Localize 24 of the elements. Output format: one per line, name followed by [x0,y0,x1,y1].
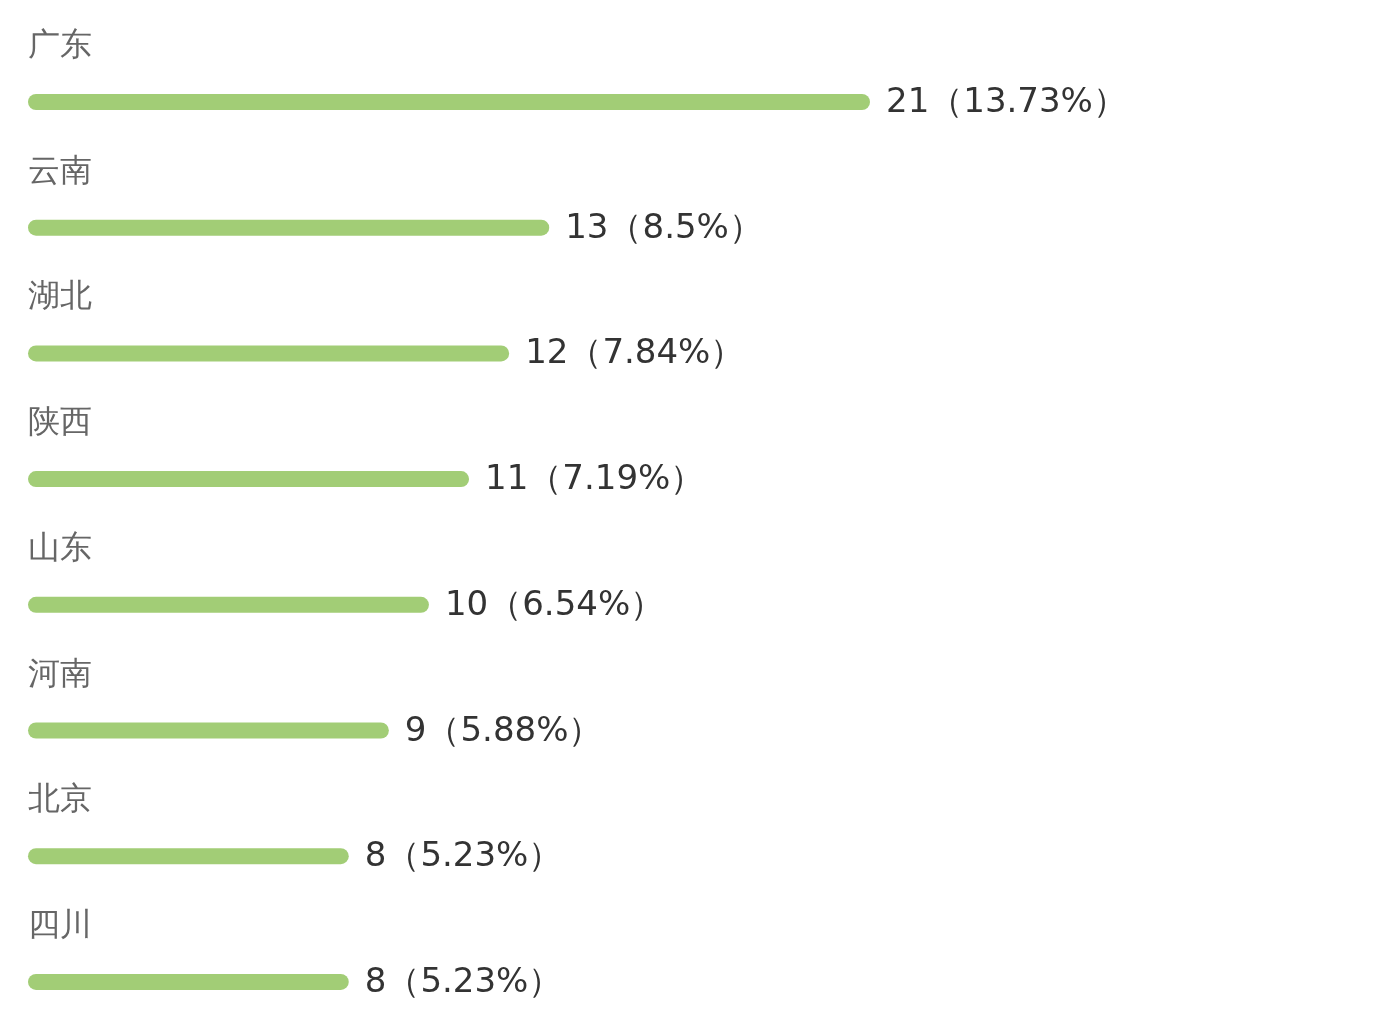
bar [28,596,429,613]
data-label: 11（7.19%） [485,457,705,498]
data-label: 10（6.54%） [444,582,665,623]
y-tick-label: 陕西 [28,402,92,441]
bar [28,471,470,488]
y-tick-label: 四川 [28,904,92,943]
data-label: 9（5.88%） [404,708,603,749]
y-tick-label: 河南 [28,653,92,692]
y-tick-label: 山东 [28,527,92,566]
data-label: 21（13.73%） [886,80,1127,120]
y-tick-label: 广东 [28,25,92,63]
bar [28,722,389,739]
data-label: 12（7.84%） [525,331,745,372]
y-tick-label: 北京 [28,779,92,818]
data-label: 8（5.23%） [364,959,563,1000]
y-tick-label: 云南 [28,150,92,189]
data-label: 13（8.5%） [565,205,763,246]
bar [28,219,550,236]
y-tick-label: 湖北 [28,276,92,315]
bar [28,345,510,362]
bar [28,973,349,990]
bar [28,94,870,110]
data-label: 8（5.23%） [364,834,563,875]
bar [28,848,349,865]
